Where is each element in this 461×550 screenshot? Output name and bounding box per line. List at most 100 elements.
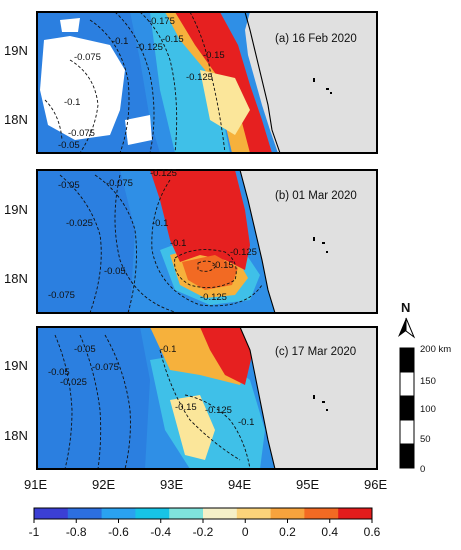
lat-tick-c-19n: 19N: [4, 358, 28, 373]
panel-a-contour-label-1: -0.175: [148, 16, 175, 27]
color-bar-tick-label: 0.6: [364, 525, 381, 539]
panel-a-contour-label-2: -0.15: [162, 34, 184, 45]
panel-b-contour-label-3: -0.125: [150, 168, 177, 179]
lat-tick-a-18n: 18N: [4, 112, 28, 127]
panel-b-coastline: [239, 170, 276, 313]
panel-a-contour-label-6: -0.1: [64, 97, 80, 108]
scale-seg-5: [400, 444, 414, 468]
panel-c-contour-label-2: -0.025: [60, 377, 87, 388]
panel-a-contour-label-8: -0.05: [58, 140, 80, 151]
lon-tick-95e: 95E: [296, 477, 319, 492]
lat-tick-c-18n: 18N: [4, 428, 28, 443]
color-bar-tick-label: -0.2: [193, 525, 214, 539]
color-bar-swatch: [304, 508, 339, 519]
panel-c-contour-label-7: -0.125: [205, 405, 232, 416]
panel-b-contour-label-8: -0.05: [104, 266, 126, 277]
panel-c-pale-patch: [170, 395, 215, 460]
panel-c-contour-label-8: -0.1: [238, 417, 254, 428]
panel-a-contour-label-10: -0.15: [203, 50, 225, 61]
scale-label-150: 150: [420, 376, 436, 387]
north-arrow-left: [398, 318, 406, 337]
panel-b-core: [182, 255, 238, 290]
panel-b-hot-band: [150, 170, 250, 270]
panel-c-contour-label-3: -0.075: [92, 362, 119, 373]
panel-a-contour-label-3: -0.125: [136, 42, 163, 53]
panel-a-coastline: [244, 12, 281, 153]
panel-a-islands: [313, 78, 332, 94]
panel-c: -0.05 -0.025 -0.075 -0.05 -0.1 -0.15 -0.…: [36, 326, 378, 470]
color-bar-ticks: -1 -0.8 -0.6 -0.4 -0.2 0 0.2 0.4 0.6: [29, 519, 381, 539]
panel-b-contour-label-7: -0.125: [230, 247, 257, 258]
color-bar-swatch: [236, 508, 272, 519]
panel-c-coastline: [239, 327, 276, 469]
color-bar-swatch: [338, 508, 373, 519]
panel-a-contour-label-4: -0.1: [112, 36, 128, 47]
lat-tick-b-18n: 18N: [4, 271, 28, 286]
panel-a-frame: [36, 11, 378, 154]
color-bar-tick-label: -0.4: [150, 525, 171, 539]
color-bar-swatches: [34, 508, 373, 519]
panel-c-contour-label-6: -0.15: [175, 402, 197, 413]
panel-a-cloud-gap: [40, 36, 125, 140]
panel-a-land: [245, 12, 377, 153]
panel-b-contour-label-4: -0.025: [66, 218, 93, 229]
panel-a-cloud-gap-2: [60, 18, 80, 32]
panel-a-contours: [44, 12, 226, 153]
panel-c-title: (c) 17 Mar 2020: [275, 346, 356, 358]
panel-b-contour-label-9: -0.075: [48, 290, 75, 301]
color-bar-swatch: [169, 508, 204, 519]
scale-outline: [399, 347, 415, 469]
panel-c-contour-label-1: -0.05: [48, 367, 70, 378]
color-bar-tick-label: -0.6: [108, 525, 129, 539]
panel-b-contour-label-2: -0.075: [106, 178, 133, 189]
color-bar-swatch: [270, 508, 305, 519]
panel-c-deep-blue: [37, 327, 150, 469]
color-bar-swatch: [34, 508, 69, 519]
lon-tick-91e: 91E: [24, 477, 47, 492]
scale-seg-1: [400, 348, 414, 372]
lat-tick-a-19n: 19N: [4, 43, 28, 58]
color-bar-tick-label: 0.4: [321, 525, 338, 539]
panel-b-contour-label-5: -0.1: [152, 218, 168, 229]
panel-a: -0.175 -0.15 -0.125 -0.1 -0.075 -0.1 -0.…: [36, 11, 378, 154]
panel-a-pale-patch: [200, 70, 250, 135]
panel-b-contour-label-11: -0.125: [200, 292, 227, 303]
color-bar-tick-label: -1: [29, 525, 40, 539]
panel-b-title: (b) 01 Mar 2020: [275, 190, 357, 202]
scale-label-200: 200 km: [420, 344, 451, 355]
color-bar-swatch: [101, 508, 136, 519]
lon-tick-96e: 96E: [364, 477, 387, 492]
scale-label-50: 50: [420, 434, 431, 445]
panel-c-contours: [54, 334, 251, 469]
scale-seg-4: [399, 419, 415, 445]
panel-c-land: [240, 327, 377, 469]
panel-b: -0.05 -0.075 -0.125 -0.025 -0.1 -0.15 -0…: [36, 168, 378, 314]
latitude-ticks: 19N 18N 19N 18N 19N 18N: [4, 43, 28, 443]
color-bar-tick-label: 0.2: [279, 525, 296, 539]
color-bar-tick-label: -0.8: [66, 525, 87, 539]
color-bar-swatch: [67, 508, 103, 519]
panel-c-contour-label-5: -0.1: [160, 344, 176, 355]
panel-a-title: (a) 16 Feb 2020: [275, 33, 357, 45]
panel-c-hot-band: [200, 327, 252, 385]
north-arrow: N: [398, 300, 416, 339]
panel-c-frame: [36, 326, 378, 470]
north-label: N: [401, 300, 410, 315]
lon-tick-93e: 93E: [160, 477, 183, 492]
panel-b-frame: [36, 169, 378, 314]
panel-b-contour-label-1: -0.05: [58, 180, 80, 191]
lon-tick-92e: 92E: [92, 477, 115, 492]
panel-a-contour-label-7: -0.075: [68, 128, 95, 139]
scale-seg-3: [400, 396, 414, 420]
lon-tick-94e: 94E: [228, 477, 251, 492]
scale-label-100: 100: [420, 404, 436, 415]
scale-bar: 200 km 150 100 50 0: [399, 344, 451, 475]
panel-a-contour-label-5: -0.075: [74, 52, 101, 63]
panel-b-deep-blue: [37, 170, 135, 313]
color-bar-tick-label: 0: [242, 525, 249, 539]
color-bar: -1 -0.8 -0.6 -0.4 -0.2 0 0.2 0.4 0.6: [29, 507, 381, 539]
panel-a-contour-label-9: -0.125: [186, 72, 213, 83]
color-bar-swatch: [135, 508, 170, 519]
panel-c-contour-label-4: -0.05: [74, 344, 96, 355]
panel-b-islands: [313, 237, 328, 253]
